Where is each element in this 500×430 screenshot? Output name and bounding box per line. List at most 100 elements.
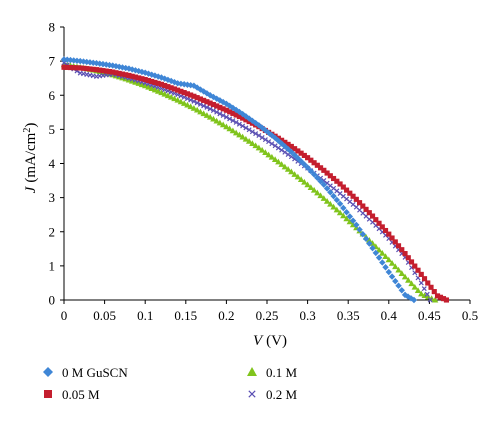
data-point — [184, 91, 190, 97]
x-axis-variable: V — [253, 333, 264, 349]
data-point — [236, 131, 243, 138]
legend-label: 0.1 M — [266, 365, 298, 380]
data-point — [366, 237, 373, 243]
data-point — [327, 200, 334, 207]
legend-item: 0.05 M — [44, 387, 100, 402]
data-point — [129, 73, 135, 79]
data-point — [323, 185, 331, 192]
data-point — [197, 101, 203, 107]
data-point — [122, 64, 129, 72]
data-point — [216, 119, 224, 126]
legend-label: 0.2 M — [266, 387, 298, 402]
data-point — [382, 264, 389, 271]
data-point — [100, 68, 106, 74]
y-tick-label: 2 — [49, 224, 56, 239]
data-point — [278, 161, 285, 167]
data-point — [233, 112, 239, 118]
tick-labels: 0 0.05 0.1 0.15 0.2 0.25 0.3 0.35 0.4 0.45 0.5 0 1 2 3… — [49, 20, 479, 324]
data-point — [401, 273, 409, 280]
data-point — [418, 280, 424, 286]
data-point — [297, 176, 305, 183]
data-point — [253, 131, 259, 137]
data-point — [343, 209, 350, 216]
data-point — [201, 103, 207, 109]
data-point — [187, 82, 194, 89]
x-tick-label: 0.5 — [462, 308, 478, 323]
data-point — [337, 181, 343, 187]
x-tick-label: 0.05 — [93, 308, 116, 323]
data-point — [425, 280, 431, 286]
data-point — [421, 292, 428, 298]
legend-label: 0 M GuSCN — [62, 365, 128, 380]
data-point — [219, 121, 227, 128]
data-point — [116, 63, 123, 70]
data-point — [93, 67, 100, 73]
data-point — [385, 268, 392, 276]
data-point — [346, 213, 354, 220]
data-point — [245, 138, 253, 144]
data-point — [236, 121, 242, 127]
data-point — [320, 195, 328, 201]
data-point — [154, 87, 162, 94]
data-point — [382, 227, 389, 234]
data-point — [275, 145, 281, 151]
data-point — [165, 84, 171, 90]
data-point — [151, 72, 159, 79]
data-point — [204, 99, 210, 105]
data-point — [255, 144, 263, 151]
data-point — [304, 164, 311, 171]
data-point — [239, 133, 246, 140]
legend-item: 0.2 M — [248, 387, 298, 402]
data-point — [77, 57, 84, 65]
data-point — [243, 117, 249, 123]
data-point — [308, 157, 314, 163]
data-point — [132, 74, 139, 80]
data-point — [379, 259, 386, 266]
data-point — [175, 87, 181, 93]
data-point — [411, 283, 418, 290]
data-point — [375, 246, 383, 253]
data-point — [110, 69, 116, 75]
data-point — [178, 88, 184, 94]
data-point — [226, 125, 233, 132]
data-point — [145, 70, 152, 77]
legend-marker — [43, 367, 53, 377]
data-point — [230, 118, 236, 124]
data-point — [327, 173, 333, 179]
data-point — [272, 143, 278, 149]
data-point — [77, 65, 83, 71]
x-tick-label: 0 — [61, 308, 68, 323]
data-point — [207, 106, 213, 112]
data-point — [282, 139, 288, 145]
data-point — [213, 117, 220, 124]
data-point — [61, 64, 67, 70]
data-point — [347, 190, 353, 196]
data-point — [193, 106, 201, 113]
data-point — [405, 277, 412, 283]
data-point — [305, 155, 311, 161]
data-point — [398, 270, 405, 276]
data-point — [301, 152, 307, 159]
x-axis-title: V (V) — [253, 333, 287, 349]
data-point — [180, 100, 188, 106]
data-point — [410, 296, 418, 304]
data-point — [288, 143, 294, 149]
data-point — [181, 90, 187, 96]
data-point — [136, 75, 142, 81]
y-axis-unit-pre: (mA/cm — [23, 132, 39, 182]
data-point — [67, 64, 74, 71]
data-point — [395, 266, 402, 273]
data-point — [340, 204, 347, 212]
data-point — [386, 231, 392, 237]
data-point — [142, 76, 148, 83]
data-point — [434, 293, 441, 299]
data-point — [281, 163, 289, 170]
data-point — [275, 158, 282, 165]
data-point — [206, 92, 214, 99]
data-point — [424, 291, 430, 297]
data-point — [246, 127, 252, 133]
data-point — [379, 249, 386, 256]
data-point — [282, 149, 288, 155]
data-point — [331, 175, 337, 182]
